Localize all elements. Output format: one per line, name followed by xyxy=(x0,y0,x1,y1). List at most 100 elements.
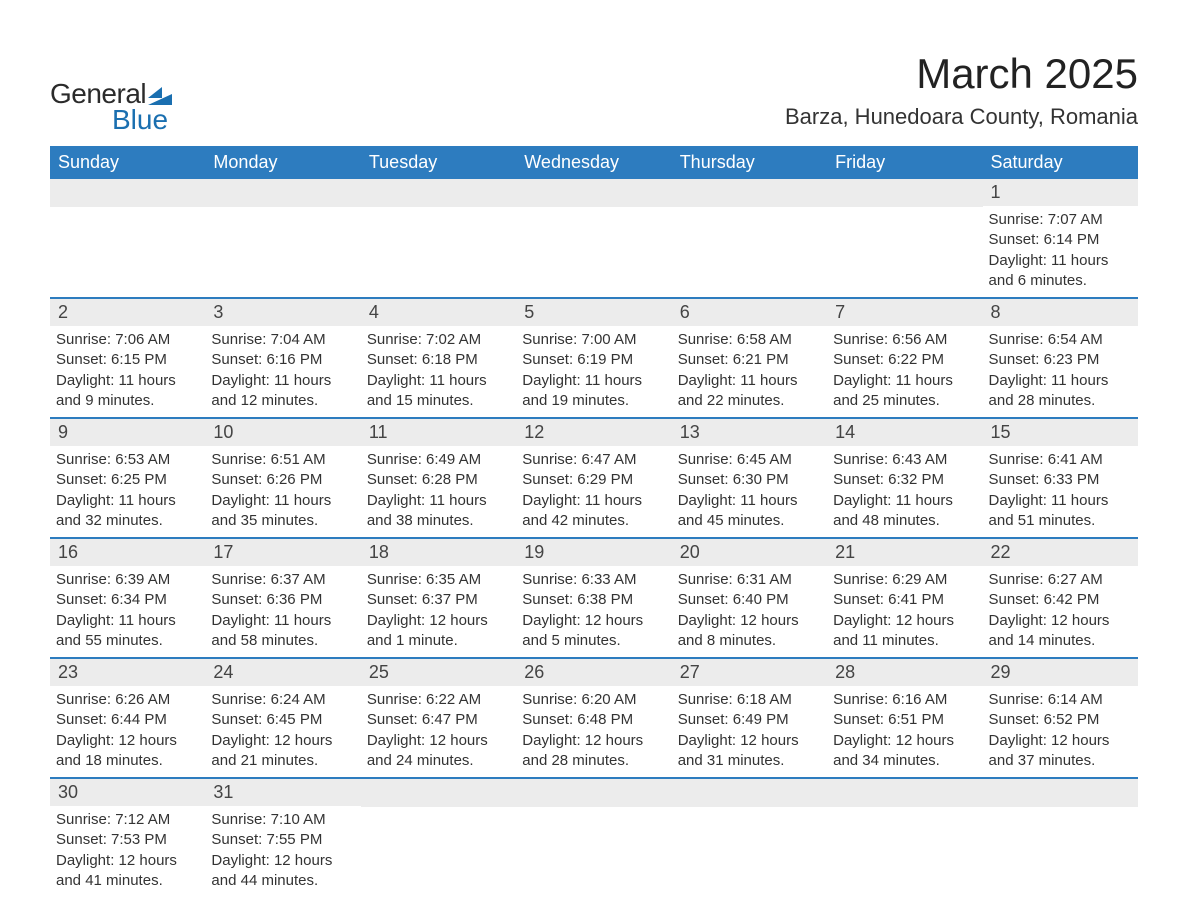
sunset-line: Sunset: 6:18 PM xyxy=(367,350,510,370)
sunrise-line: Sunrise: 6:20 AM xyxy=(522,690,665,710)
sunset-line: Sunset: 6:37 PM xyxy=(367,590,510,610)
daylight-line-1: Daylight: 12 hours xyxy=(989,611,1132,631)
daylight-line-1: Daylight: 11 hours xyxy=(989,251,1132,271)
day-number: 27 xyxy=(672,659,827,686)
sunrise-line: Sunrise: 6:16 AM xyxy=(833,690,976,710)
sunset-line: Sunset: 6:51 PM xyxy=(833,710,976,730)
daylight-line-1: Daylight: 11 hours xyxy=(522,371,665,391)
sunrise-line: Sunrise: 7:06 AM xyxy=(56,330,199,350)
daylight-line-2: and 37 minutes. xyxy=(989,751,1132,771)
day-number: 12 xyxy=(516,419,671,446)
calendar-week-row: 2Sunrise: 7:06 AMSunset: 6:15 PMDaylight… xyxy=(50,298,1138,418)
daylight-line-1: Daylight: 11 hours xyxy=(367,491,510,511)
day-number: 29 xyxy=(983,659,1138,686)
day-number-empty xyxy=(672,779,827,807)
day-body: Sunrise: 6:16 AMSunset: 6:51 PMDaylight:… xyxy=(827,686,982,777)
sunset-line: Sunset: 6:45 PM xyxy=(211,710,354,730)
day-number: 26 xyxy=(516,659,671,686)
day-number-empty xyxy=(827,179,982,207)
header: General Blue March 2025 Barza, Hunedoara… xyxy=(50,50,1138,136)
daylight-line-1: Daylight: 12 hours xyxy=(678,731,821,751)
day-number: 20 xyxy=(672,539,827,566)
daylight-line-2: and 58 minutes. xyxy=(211,631,354,651)
sunrise-line: Sunrise: 6:37 AM xyxy=(211,570,354,590)
sunrise-line: Sunrise: 6:24 AM xyxy=(211,690,354,710)
daylight-line-2: and 28 minutes. xyxy=(989,391,1132,411)
day-body: Sunrise: 7:04 AMSunset: 6:16 PMDaylight:… xyxy=(205,326,360,417)
day-number: 1 xyxy=(983,179,1138,206)
day-body-empty xyxy=(361,207,516,277)
day-body: Sunrise: 6:35 AMSunset: 6:37 PMDaylight:… xyxy=(361,566,516,657)
sunset-line: Sunset: 6:22 PM xyxy=(833,350,976,370)
day-number: 11 xyxy=(361,419,516,446)
sunrise-line: Sunrise: 6:54 AM xyxy=(989,330,1132,350)
calendar-cell: 1Sunrise: 7:07 AMSunset: 6:14 PMDaylight… xyxy=(983,179,1138,298)
weekday-header: Wednesday xyxy=(516,146,671,179)
calendar-cell: 24Sunrise: 6:24 AMSunset: 6:45 PMDayligh… xyxy=(205,658,360,778)
daylight-line-2: and 31 minutes. xyxy=(678,751,821,771)
day-number: 3 xyxy=(205,299,360,326)
sunrise-line: Sunrise: 6:41 AM xyxy=(989,450,1132,470)
sunrise-line: Sunrise: 7:12 AM xyxy=(56,810,199,830)
sunset-line: Sunset: 6:40 PM xyxy=(678,590,821,610)
calendar-cell xyxy=(516,778,671,897)
day-body: Sunrise: 7:12 AMSunset: 7:53 PMDaylight:… xyxy=(50,806,205,897)
daylight-line-2: and 18 minutes. xyxy=(56,751,199,771)
sunset-line: Sunset: 6:23 PM xyxy=(989,350,1132,370)
calendar-cell: 19Sunrise: 6:33 AMSunset: 6:38 PMDayligh… xyxy=(516,538,671,658)
daylight-line-2: and 22 minutes. xyxy=(678,391,821,411)
daylight-line-2: and 12 minutes. xyxy=(211,391,354,411)
day-number-empty xyxy=(50,179,205,207)
calendar-cell: 22Sunrise: 6:27 AMSunset: 6:42 PMDayligh… xyxy=(983,538,1138,658)
calendar-cell: 11Sunrise: 6:49 AMSunset: 6:28 PMDayligh… xyxy=(361,418,516,538)
calendar-cell: 5Sunrise: 7:00 AMSunset: 6:19 PMDaylight… xyxy=(516,298,671,418)
daylight-line-2: and 44 minutes. xyxy=(211,871,354,891)
day-body: Sunrise: 6:26 AMSunset: 6:44 PMDaylight:… xyxy=(50,686,205,777)
day-body: Sunrise: 6:37 AMSunset: 6:36 PMDaylight:… xyxy=(205,566,360,657)
day-number-empty xyxy=(672,179,827,207)
sunset-line: Sunset: 6:16 PM xyxy=(211,350,354,370)
daylight-line-2: and 6 minutes. xyxy=(989,271,1132,291)
sunset-line: Sunset: 6:41 PM xyxy=(833,590,976,610)
day-number: 10 xyxy=(205,419,360,446)
sunset-line: Sunset: 7:53 PM xyxy=(56,830,199,850)
sunrise-line: Sunrise: 7:02 AM xyxy=(367,330,510,350)
day-number: 21 xyxy=(827,539,982,566)
calendar-cell: 25Sunrise: 6:22 AMSunset: 6:47 PMDayligh… xyxy=(361,658,516,778)
sunrise-line: Sunrise: 6:49 AM xyxy=(367,450,510,470)
sunrise-line: Sunrise: 6:35 AM xyxy=(367,570,510,590)
flag-icon xyxy=(148,87,172,105)
daylight-line-1: Daylight: 12 hours xyxy=(56,731,199,751)
sunset-line: Sunset: 6:26 PM xyxy=(211,470,354,490)
sunrise-line: Sunrise: 6:58 AM xyxy=(678,330,821,350)
sunset-line: Sunset: 6:36 PM xyxy=(211,590,354,610)
day-body: Sunrise: 6:29 AMSunset: 6:41 PMDaylight:… xyxy=(827,566,982,657)
daylight-line-1: Daylight: 12 hours xyxy=(367,611,510,631)
calendar-cell: 26Sunrise: 6:20 AMSunset: 6:48 PMDayligh… xyxy=(516,658,671,778)
daylight-line-1: Daylight: 12 hours xyxy=(367,731,510,751)
day-body: Sunrise: 6:53 AMSunset: 6:25 PMDaylight:… xyxy=(50,446,205,537)
calendar-cell xyxy=(672,179,827,298)
sunset-line: Sunset: 6:49 PM xyxy=(678,710,821,730)
day-number: 14 xyxy=(827,419,982,446)
daylight-line-1: Daylight: 11 hours xyxy=(989,491,1132,511)
day-number-empty xyxy=(516,779,671,807)
daylight-line-1: Daylight: 12 hours xyxy=(833,731,976,751)
day-body: Sunrise: 7:10 AMSunset: 7:55 PMDaylight:… xyxy=(205,806,360,897)
logo-text-blue: Blue xyxy=(112,104,168,136)
daylight-line-2: and 5 minutes. xyxy=(522,631,665,651)
sunrise-line: Sunrise: 6:27 AM xyxy=(989,570,1132,590)
day-number: 28 xyxy=(827,659,982,686)
calendar-cell: 7Sunrise: 6:56 AMSunset: 6:22 PMDaylight… xyxy=(827,298,982,418)
calendar-week-row: 23Sunrise: 6:26 AMSunset: 6:44 PMDayligh… xyxy=(50,658,1138,778)
day-body: Sunrise: 6:54 AMSunset: 6:23 PMDaylight:… xyxy=(983,326,1138,417)
daylight-line-1: Daylight: 11 hours xyxy=(989,371,1132,391)
title-block: March 2025 Barza, Hunedoara County, Roma… xyxy=(785,50,1138,130)
day-number: 31 xyxy=(205,779,360,806)
sunrise-line: Sunrise: 7:10 AM xyxy=(211,810,354,830)
calendar-cell: 20Sunrise: 6:31 AMSunset: 6:40 PMDayligh… xyxy=(672,538,827,658)
day-body-empty xyxy=(827,207,982,277)
daylight-line-1: Daylight: 12 hours xyxy=(211,851,354,871)
daylight-line-1: Daylight: 12 hours xyxy=(56,851,199,871)
sunset-line: Sunset: 6:48 PM xyxy=(522,710,665,730)
